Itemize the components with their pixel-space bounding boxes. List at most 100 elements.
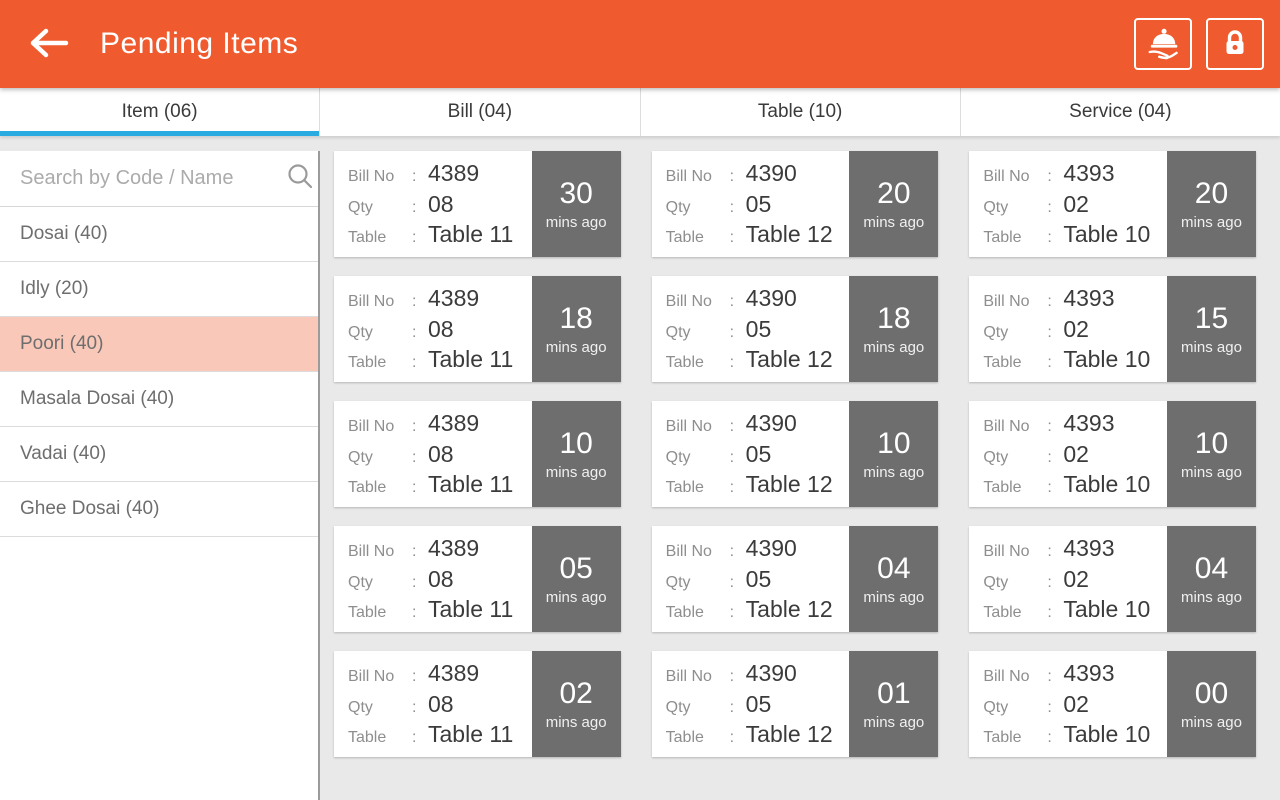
bill-no-label: Bill No <box>665 543 712 560</box>
colon: : <box>729 729 735 746</box>
qty-label: Qty <box>348 198 373 216</box>
minutes-suffix: mins ago <box>545 589 607 606</box>
colon: : <box>729 543 735 560</box>
card-info: Bill No : 4390 Qty : 05 Table : Table 12 <box>652 276 850 382</box>
sidebar-item[interactable]: Masala Dosai (40) <box>0 372 318 427</box>
colon: : <box>412 198 417 216</box>
tab[interactable]: Item (06) <box>0 88 320 136</box>
bill-no-value: 4389 <box>428 535 480 561</box>
minutes-value: 18 <box>877 302 911 335</box>
minutes-value: 05 <box>559 552 593 585</box>
time-badge: 30 mins ago <box>531 151 621 257</box>
minutes-suffix: mins ago <box>1181 589 1242 606</box>
minutes-value: 20 <box>1194 177 1229 210</box>
colon: : <box>412 323 417 341</box>
minutes-suffix: mins ago <box>863 464 925 481</box>
bill-no-value: 4389 <box>428 285 480 311</box>
colon: : <box>412 573 417 591</box>
time-badge: 18 mins ago <box>849 276 939 382</box>
pending-item-card[interactable]: Bill No : 4389 Qty : 08 Table : Table 11 <box>334 401 621 507</box>
minutes-suffix: mins ago <box>1181 214 1242 231</box>
time-badge: 04 mins ago <box>849 526 939 632</box>
tab-label: Service (04) <box>1069 101 1172 122</box>
minutes-value: 10 <box>559 427 593 460</box>
pending-item-card[interactable]: Bill No : 4389 Qty : 08 Table : Table 11 <box>334 151 621 257</box>
table-value: Table 10 <box>1063 346 1151 372</box>
service-bell-button[interactable] <box>1134 18 1192 70</box>
pending-item-card[interactable]: Bill No : 4389 Qty : 08 Table : Table 11 <box>334 651 621 757</box>
bill-no-label: Bill No <box>983 543 1030 560</box>
pending-item-card[interactable]: Bill No : 4393 Qty : 02 Table : Table 10 <box>969 151 1256 257</box>
pending-item-card[interactable]: Bill No : 4393 Qty : 02 Table : Table 10 <box>969 651 1256 757</box>
table-value: Table 10 <box>1063 721 1151 747</box>
bill-no-value: 4389 <box>428 160 480 186</box>
pending-item-card[interactable]: Bill No : 4390 Qty : 05 Table : Table 12 <box>651 526 939 632</box>
bill-no-value: 4390 <box>745 660 797 686</box>
pending-item-card[interactable]: Bill No : 4390 Qty : 05 Table : Table 12 <box>651 651 939 757</box>
minutes-value: 02 <box>559 677 593 710</box>
pending-item-card[interactable]: Bill No : 4389 Qty : 08 Table : Table 11 <box>334 276 621 382</box>
sidebar-item[interactable]: Idly (20) <box>0 262 318 317</box>
bill-no-label: Bill No <box>665 418 712 435</box>
card-info: Bill No : 4393 Qty : 02 Table : Table 10 <box>969 401 1167 507</box>
search-input[interactable] <box>20 167 285 190</box>
pending-item-card[interactable]: Bill No : 4390 Qty : 05 Table : Table 12 <box>651 276 939 382</box>
tab[interactable]: Bill (04) <box>319 88 639 136</box>
minutes-value: 10 <box>1194 427 1229 460</box>
app-header: Pending Items <box>0 0 1280 88</box>
qty-value: 02 <box>1063 690 1089 717</box>
pending-item-card[interactable]: Bill No : 4393 Qty : 02 Table : Table 10 <box>969 401 1256 507</box>
colon: : <box>729 168 735 185</box>
bill-no-label: Bill No <box>348 668 395 685</box>
tab[interactable]: Table (10) <box>639 88 960 136</box>
pending-item-card[interactable]: Bill No : 4390 Qty : 05 Table : Table 12 <box>651 401 939 507</box>
sidebar-item[interactable]: Ghee Dosai (40) <box>0 482 318 537</box>
qty-label: Qty <box>348 448 373 466</box>
qty-value: 05 <box>745 190 772 217</box>
qty-value: 02 <box>1063 565 1089 592</box>
colon: : <box>412 698 417 716</box>
pending-item-card[interactable]: Bill No : 4390 Qty : 05 Table : Table 12 <box>651 151 939 257</box>
tab[interactable]: Service (04) <box>959 88 1280 136</box>
table-label: Table <box>665 479 704 496</box>
table-label: Table <box>348 354 387 371</box>
bill-no-value: 4390 <box>745 160 797 186</box>
bill-no-label: Bill No <box>983 293 1030 310</box>
lock-button[interactable] <box>1206 18 1264 70</box>
bill-no-value: 4393 <box>1063 285 1115 311</box>
content-area: Dosai (40) Idly (20) Poori (40) Masala D… <box>0 136 1280 800</box>
card-info: Bill No : 4390 Qty : 05 Table : Table 12 <box>652 401 850 507</box>
qty-label: Qty <box>665 573 691 591</box>
sidebar-item-label: Vadai (40) <box>20 443 107 464</box>
bill-no-label: Bill No <box>983 418 1030 435</box>
table-value: Table 12 <box>745 596 833 622</box>
qty-label: Qty <box>665 698 691 716</box>
bill-no-label: Bill No <box>665 668 712 685</box>
pending-item-card[interactable]: Bill No : 4389 Qty : 08 Table : Table 11 <box>334 526 621 632</box>
qty-value: 02 <box>1063 190 1089 217</box>
pending-item-card[interactable]: Bill No : 4393 Qty : 02 Table : Table 10 <box>969 276 1256 382</box>
sidebar-item[interactable]: Vadai (40) <box>0 427 318 482</box>
colon: : <box>729 198 735 216</box>
colon: : <box>729 354 735 371</box>
sidebar-item[interactable]: Poori (40) <box>0 317 318 372</box>
colon: : <box>1047 168 1052 185</box>
colon: : <box>412 168 417 185</box>
qty-value: 05 <box>745 565 772 592</box>
back-button[interactable] <box>22 18 74 70</box>
bill-no-label: Bill No <box>983 668 1030 685</box>
item-list: Dosai (40) Idly (20) Poori (40) Masala D… <box>0 207 318 537</box>
card-info: Bill No : 4389 Qty : 08 Table : Table 11 <box>334 526 532 632</box>
colon: : <box>412 448 417 466</box>
table-label: Table <box>983 479 1022 496</box>
colon: : <box>412 229 417 246</box>
pending-item-card[interactable]: Bill No : 4393 Qty : 02 Table : Table 10 <box>969 526 1256 632</box>
colon: : <box>412 604 417 621</box>
sidebar-item[interactable]: Dosai (40) <box>0 207 318 262</box>
table-value: Table 10 <box>1063 221 1151 247</box>
search-box <box>0 151 318 207</box>
sidebar-item-label: Dosai (40) <box>20 223 108 244</box>
colon: : <box>1047 354 1052 371</box>
time-badge: 04 mins ago <box>1166 526 1256 632</box>
colon: : <box>1047 198 1052 216</box>
